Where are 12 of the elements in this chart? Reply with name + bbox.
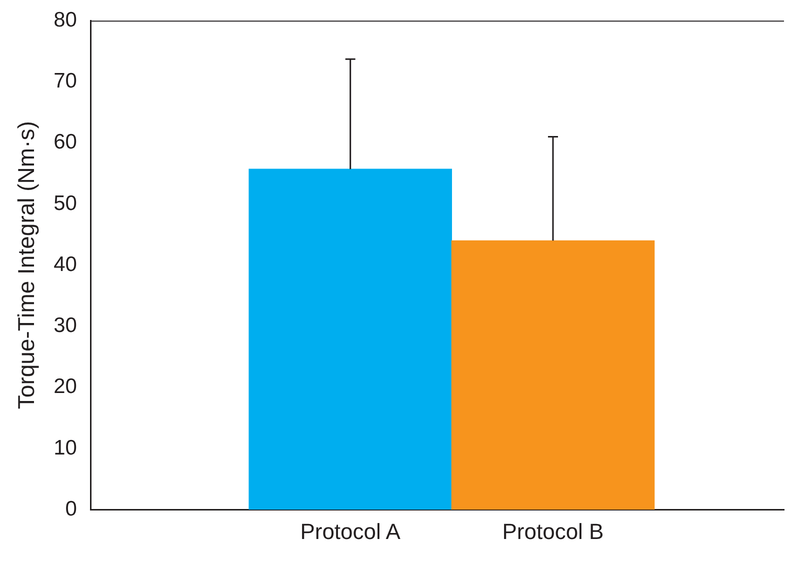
- y-axis-title: Torque-Time Integral (Nm·s): [13, 121, 40, 410]
- y-tick-label: 70: [54, 70, 77, 93]
- y-tick-label: 10: [54, 436, 77, 460]
- y-tick-label: 20: [54, 375, 77, 398]
- x-tick-label: Protocol B: [502, 518, 604, 544]
- y-tick-label: 50: [54, 192, 77, 215]
- y-tick-label: 60: [54, 130, 77, 154]
- y-tick-label: 30: [54, 314, 77, 338]
- x-tick-label: Protocol A: [300, 518, 401, 544]
- y-tick-label: 40: [54, 252, 77, 276]
- y-tick-label: 80: [54, 8, 77, 32]
- y-tick-label: 0: [65, 497, 77, 520]
